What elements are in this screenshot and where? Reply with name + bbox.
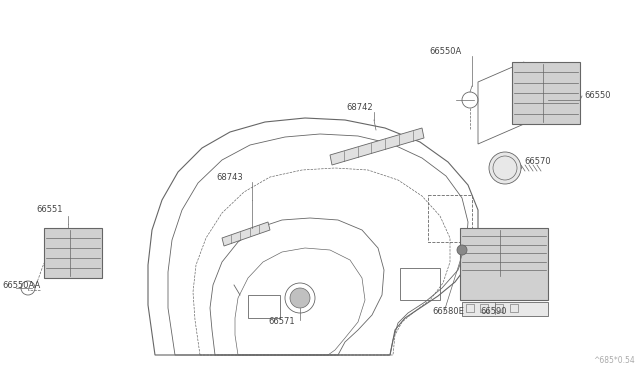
Text: 68742: 68742 — [347, 103, 373, 112]
FancyBboxPatch shape — [512, 62, 580, 124]
Text: ^685*0.54: ^685*0.54 — [593, 356, 635, 365]
Text: 68743: 68743 — [216, 173, 243, 183]
Text: 66551: 66551 — [36, 205, 63, 215]
FancyBboxPatch shape — [462, 302, 548, 316]
FancyBboxPatch shape — [460, 228, 548, 300]
Circle shape — [290, 288, 310, 308]
Polygon shape — [330, 128, 424, 165]
Text: 66550AA: 66550AA — [2, 280, 40, 289]
Text: 66550: 66550 — [584, 90, 611, 99]
Text: 66580E: 66580E — [432, 308, 464, 317]
Circle shape — [457, 245, 467, 255]
Text: 66550A: 66550A — [429, 48, 461, 57]
Text: 66590: 66590 — [480, 308, 506, 317]
Circle shape — [489, 152, 521, 184]
Text: 66571: 66571 — [269, 317, 295, 327]
Polygon shape — [222, 222, 270, 246]
Text: 66570: 66570 — [524, 157, 550, 167]
FancyBboxPatch shape — [44, 228, 102, 278]
